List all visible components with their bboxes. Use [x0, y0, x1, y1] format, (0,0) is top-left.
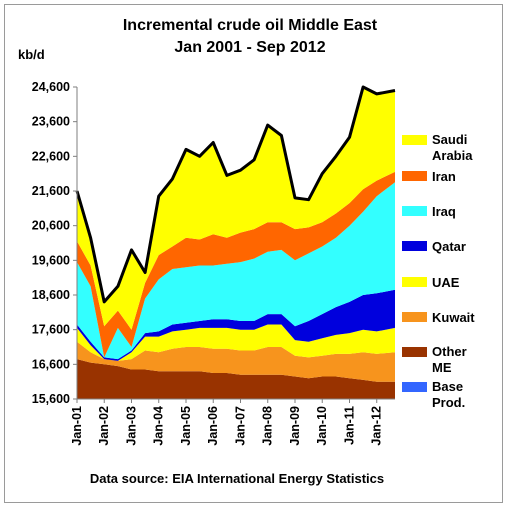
x-tick-label: Jan-11	[343, 406, 357, 445]
legend-swatch	[402, 206, 427, 216]
x-tick-label: Jan-04	[152, 406, 166, 446]
x-tick-label: Jan-08	[261, 406, 275, 446]
legend-swatch	[402, 382, 427, 392]
legend-swatch	[402, 241, 427, 251]
y-tick-label: 16,600	[32, 357, 70, 371]
legend-label: Base	[432, 379, 463, 394]
legend-swatch	[402, 135, 427, 145]
x-tick-label: Jan-05	[179, 406, 193, 446]
y-tick-label: 20,600	[32, 219, 70, 233]
total-line	[75, 85, 396, 304]
x-tick-label: Jan-09	[288, 406, 302, 446]
y-axis-unit: kb/d	[18, 47, 45, 62]
legend-label: Qatar	[432, 239, 466, 254]
area-other-me	[77, 359, 395, 399]
x-tick-label: Jan-03	[125, 406, 139, 446]
legend-label: Other	[432, 344, 467, 359]
area-uae	[77, 324, 395, 361]
x-tick-label: Jan-01	[70, 406, 84, 446]
y-tick-label: 22,600	[32, 149, 70, 163]
legend-swatch	[402, 277, 427, 287]
chart-frame	[4, 4, 503, 503]
y-tick-label: 18,600	[32, 288, 70, 302]
area-kuwait	[77, 341, 395, 382]
x-tick-label: Jan-12	[370, 406, 384, 446]
chart-title-line-2: Jan 2001 - Sep 2012	[174, 39, 325, 56]
y-tick-label: 19,600	[32, 253, 70, 267]
x-tick-label: Jan-07	[234, 406, 248, 446]
x-tick-label: Jan-10	[315, 406, 329, 446]
area-saudi-arabia	[77, 87, 395, 330]
legend-label: Iran	[432, 169, 456, 184]
legend-label: Iraq	[432, 204, 456, 219]
y-tick-label: 17,600	[32, 323, 70, 337]
area-qatar	[77, 289, 395, 361]
area-iraq	[77, 182, 395, 360]
legend-label: ME	[432, 360, 452, 375]
legend-label: Prod.	[432, 395, 465, 410]
area-iran	[77, 171, 395, 358]
data-source: Data source: EIA International Energy St…	[90, 471, 384, 486]
legend-label: Kuwait	[432, 310, 475, 325]
legend-swatch	[402, 312, 427, 322]
chart-title-line-1: Incremental crude oil Middle East	[123, 17, 378, 34]
legend-swatch	[402, 347, 427, 357]
x-tick-label: Jan-02	[97, 406, 111, 446]
legend-label: Saudi	[432, 132, 467, 147]
legend-label: Arabia	[432, 148, 473, 163]
legend-swatch	[402, 171, 427, 181]
x-tick-label: Jan-06	[206, 406, 220, 446]
y-tick-label: 15,600	[32, 392, 70, 406]
y-tick-label: 23,600	[32, 115, 70, 129]
y-tick-label: 21,600	[32, 184, 70, 198]
legend-label: UAE	[432, 275, 460, 290]
y-tick-label: 24,600	[32, 80, 70, 94]
